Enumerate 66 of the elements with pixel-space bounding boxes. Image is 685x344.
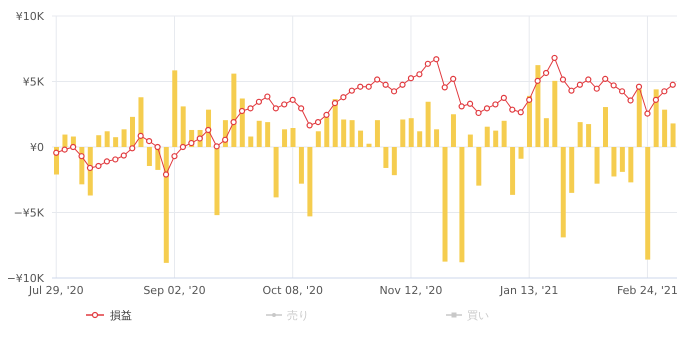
y-tick-label: ¥0 [30, 140, 44, 154]
bar [476, 147, 482, 186]
bar [426, 102, 431, 147]
bar [594, 147, 600, 184]
bar [265, 122, 270, 147]
bar [408, 118, 414, 147]
bar [535, 65, 540, 147]
bar [662, 110, 668, 147]
bar [316, 131, 321, 147]
bar [231, 74, 236, 147]
bar [468, 134, 473, 147]
bar [417, 131, 422, 147]
bar [628, 147, 634, 182]
bar [493, 130, 498, 147]
bar [113, 137, 118, 147]
bar [510, 147, 516, 195]
bar [434, 129, 440, 147]
bar [552, 80, 558, 147]
bar [383, 147, 388, 168]
bar [611, 147, 616, 176]
bar [122, 129, 127, 147]
bar [578, 122, 583, 147]
bar [374, 120, 380, 147]
bar [298, 147, 304, 184]
bar [256, 120, 262, 147]
bar [366, 144, 372, 147]
bar [104, 131, 110, 147]
bar [560, 147, 566, 238]
bar [544, 118, 549, 147]
x-tick-label: Feb 24, '21 [616, 284, 678, 297]
bar [442, 147, 448, 262]
bar [569, 147, 574, 193]
bar [518, 147, 524, 159]
y-tick-label: ¥10K [16, 10, 45, 23]
bar [400, 119, 406, 147]
x-tick-label: Oct 08, '20 [262, 284, 323, 297]
bar [645, 147, 650, 260]
bar [392, 147, 397, 176]
bar [459, 147, 464, 262]
bar [602, 107, 608, 147]
bar [670, 123, 676, 147]
bar [146, 147, 152, 166]
x-tick-label: Nov 12, '20 [379, 284, 442, 297]
bar [307, 147, 312, 216]
y-tick-label: −¥5K [14, 206, 45, 220]
bar [341, 119, 346, 147]
bar [274, 147, 279, 198]
bar [248, 136, 254, 147]
bar [450, 114, 456, 147]
y-tick-label: −¥10K [6, 272, 45, 285]
y-tick-label: ¥5K [22, 75, 45, 88]
bar [358, 130, 364, 147]
x-tick-label: Jul 29, '20 [28, 284, 84, 297]
bar [96, 135, 102, 147]
legend-label: 損益 [110, 308, 132, 322]
bar [172, 70, 178, 147]
bar [484, 126, 490, 147]
bar [290, 128, 296, 147]
bar [586, 124, 592, 147]
bar [164, 147, 169, 263]
bar [502, 120, 507, 147]
bar [282, 129, 288, 147]
x-tick-label: Jan 13, '21 [498, 284, 558, 297]
bar [350, 120, 355, 147]
x-tick-label: Sep 02, '20 [143, 284, 206, 297]
bar [620, 147, 625, 172]
